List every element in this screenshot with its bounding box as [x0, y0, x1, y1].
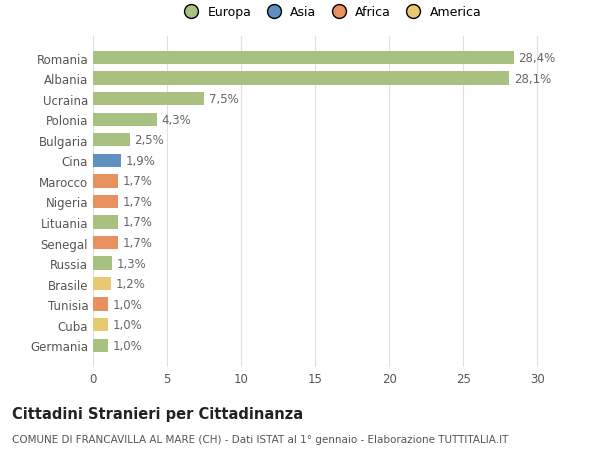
Text: 7,5%: 7,5% — [209, 93, 238, 106]
Text: 1,0%: 1,0% — [112, 298, 142, 311]
Text: 4,3%: 4,3% — [161, 113, 191, 126]
Bar — [93, 113, 157, 127]
Bar — [93, 72, 509, 85]
Text: COMUNE DI FRANCAVILLA AL MARE (CH) - Dati ISTAT al 1° gennaio - Elaborazione TUT: COMUNE DI FRANCAVILLA AL MARE (CH) - Dat… — [12, 434, 508, 444]
Text: 1,7%: 1,7% — [122, 236, 152, 249]
Bar — [93, 216, 118, 229]
Bar — [93, 93, 204, 106]
Bar — [93, 175, 118, 188]
Bar — [93, 257, 112, 270]
Bar — [93, 52, 514, 65]
Bar — [93, 298, 108, 311]
Text: 1,2%: 1,2% — [115, 278, 145, 291]
Legend: Europa, Asia, Africa, America: Europa, Asia, Africa, America — [173, 1, 487, 24]
Text: 1,0%: 1,0% — [112, 319, 142, 331]
Text: Cittadini Stranieri per Cittadinanza: Cittadini Stranieri per Cittadinanza — [12, 406, 303, 421]
Text: 1,3%: 1,3% — [116, 257, 146, 270]
Bar — [93, 154, 121, 168]
Text: 1,7%: 1,7% — [122, 216, 152, 229]
Text: 2,5%: 2,5% — [134, 134, 164, 147]
Text: 28,1%: 28,1% — [514, 73, 551, 85]
Bar — [93, 236, 118, 250]
Bar — [93, 339, 108, 352]
Text: 1,7%: 1,7% — [122, 175, 152, 188]
Bar — [93, 134, 130, 147]
Bar — [93, 319, 108, 332]
Text: 28,4%: 28,4% — [518, 52, 556, 65]
Text: 1,0%: 1,0% — [112, 339, 142, 352]
Bar — [93, 277, 111, 291]
Bar — [93, 195, 118, 209]
Text: 1,7%: 1,7% — [122, 196, 152, 208]
Text: 1,9%: 1,9% — [125, 155, 155, 168]
